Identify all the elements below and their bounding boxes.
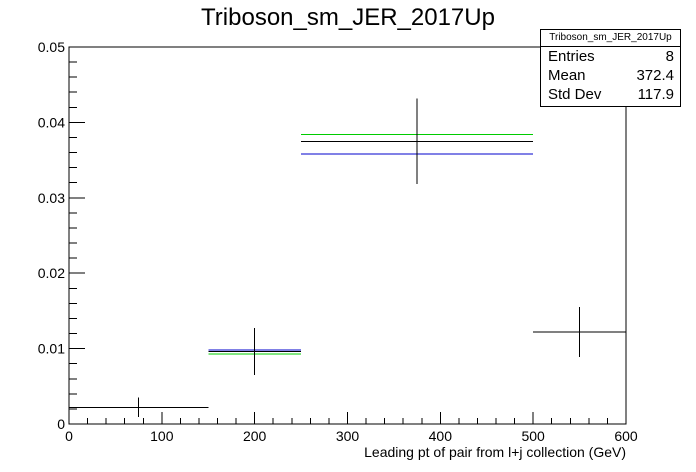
stats-row-mean: Mean 372.4 bbox=[541, 66, 680, 85]
y-tick-label: 0.01 bbox=[38, 341, 65, 357]
stats-value: 372.4 bbox=[636, 67, 674, 84]
x-tick-label: 600 bbox=[614, 428, 638, 444]
x-tick-label: 400 bbox=[429, 428, 453, 444]
y-tick-label: 0.02 bbox=[38, 265, 65, 281]
y-tick-label: 0 bbox=[57, 416, 65, 432]
y-tick-label: 0.04 bbox=[38, 114, 65, 130]
stats-row-entries: Entries 8 bbox=[541, 47, 680, 66]
x-tick-label: 0 bbox=[65, 428, 73, 444]
stats-label: Entries bbox=[548, 48, 595, 65]
stats-value: 8 bbox=[665, 48, 674, 65]
x-tick-label: 500 bbox=[521, 428, 545, 444]
stats-row-stddev: Std Dev 117.9 bbox=[541, 85, 680, 104]
stats-box: Triboson_sm_JER_2017Up Entries 8 Mean 37… bbox=[540, 29, 681, 107]
stats-label: Std Dev bbox=[548, 86, 602, 103]
x-tick-label: 100 bbox=[150, 428, 174, 444]
y-tick-label: 0.03 bbox=[38, 190, 65, 206]
chart-title: Triboson_sm_JER_2017Up bbox=[201, 4, 495, 31]
x-axis-label: Leading pt of pair from l+j collection (… bbox=[364, 444, 626, 460]
stats-title: Triboson_sm_JER_2017Up bbox=[541, 30, 680, 47]
y-tick-label: 0.05 bbox=[38, 39, 65, 55]
stats-value: 117.9 bbox=[637, 86, 674, 103]
x-tick-label: 300 bbox=[336, 428, 360, 444]
stats-label: Mean bbox=[548, 67, 586, 84]
x-tick-label: 200 bbox=[243, 428, 267, 444]
